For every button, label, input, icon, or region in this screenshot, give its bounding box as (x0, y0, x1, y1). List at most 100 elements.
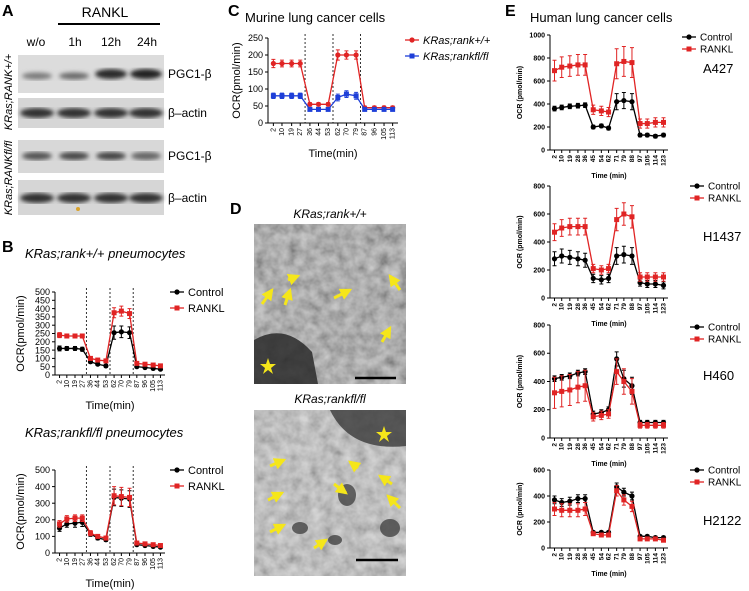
legend-label: RANKL (708, 478, 742, 489)
y-tick-label: 500 (35, 465, 50, 475)
data-point (575, 496, 581, 502)
data-point (614, 369, 620, 375)
legend-marker (409, 53, 415, 59)
data-point (552, 506, 558, 512)
data-point (652, 274, 658, 280)
data-point (325, 106, 331, 112)
line-chart: 0 50 100 150 200 250 2 10 19 27 36 44 53 62 70 79 87 96 10… (231, 10, 491, 160)
data-point (297, 93, 303, 99)
x-tick-label: 27 (79, 380, 86, 388)
x-tick-label: 28 (575, 553, 582, 561)
y-tick-label: 200 (35, 515, 50, 525)
data-point (660, 274, 666, 280)
legend-marker (409, 37, 415, 43)
x-tick-label: 87 (362, 128, 369, 136)
data-point (57, 332, 63, 338)
data-point (582, 224, 588, 230)
x-tick-label: 54 (598, 443, 605, 451)
y-tick-label: 0 (541, 435, 545, 442)
data-point (127, 311, 133, 317)
x-tick-label: 123 (660, 553, 667, 564)
x-tick-label: 54 (598, 155, 605, 163)
x-tick-label: 44 (95, 380, 102, 388)
data-point (103, 358, 109, 364)
genotype-label: KRas;RANKfl/fl (3, 140, 15, 215)
y-tick-label: 0 (45, 548, 50, 558)
data-point (343, 91, 349, 97)
data-point (567, 507, 573, 513)
y-tick-label: 0 (541, 295, 545, 302)
x-tick-label: 19 (567, 303, 574, 311)
protein-label: PGC1-β (168, 67, 212, 81)
chart-title: Human lung cancer cells (530, 10, 673, 25)
x-tick-label: 62 (335, 128, 342, 136)
legend-marker (694, 183, 700, 189)
data-point (614, 99, 620, 105)
chart-title: KRas;rank+/+ pneumocytes (25, 246, 186, 261)
data-point (72, 515, 78, 521)
data-point (56, 345, 63, 352)
y-tick-label: 400 (533, 493, 545, 500)
blot-bands (22, 152, 161, 160)
data-point (157, 543, 163, 549)
data-point (590, 107, 596, 113)
x-tick-label: 27 (79, 558, 86, 566)
y-tick-label: 250 (35, 329, 50, 339)
data-point (72, 333, 78, 339)
x-tick-label: 10 (64, 558, 71, 566)
x-tick-label: 113 (157, 558, 164, 569)
x-tick-label: 10 (559, 553, 566, 561)
x-tick-label: 105 (150, 380, 157, 392)
legend-label: Control (188, 465, 223, 477)
x-tick-label: 53 (103, 380, 110, 388)
lane-label: 24h (137, 35, 157, 49)
legend-marker (694, 479, 700, 485)
x-tick-label: 19 (289, 128, 296, 136)
x-tick-label: 45 (590, 443, 597, 451)
genotype-label: KRas;RANK+/+ (3, 53, 15, 130)
data-point (95, 361, 101, 367)
lane-label: 12h (101, 35, 121, 49)
x-tick-label: 96 (371, 128, 378, 136)
data-point (629, 493, 635, 499)
data-point (637, 422, 643, 428)
cell-line-label: H460 (703, 368, 734, 383)
data-point (621, 58, 627, 64)
data-point (57, 521, 63, 527)
y-tick-label: 200 (533, 519, 545, 526)
data-point (621, 379, 627, 384)
x-axis-label: Time (min) (591, 173, 626, 180)
y-tick-label: 100 (35, 354, 50, 364)
x-tick-label: 71 (614, 443, 621, 451)
x-tick-label: 28 (575, 443, 582, 451)
data-point (590, 275, 596, 281)
y-axis-label: OCR(pmol/min) (231, 42, 243, 118)
x-tick-label: 71 (614, 155, 621, 163)
data-point (551, 106, 558, 112)
arrows (260, 273, 402, 343)
data-point (362, 106, 368, 112)
data-point (307, 101, 313, 107)
y-tick-label: 350 (35, 312, 50, 322)
x-tick-label: 114 (652, 303, 659, 314)
data-point (582, 257, 588, 263)
x-tick-label: 105 (644, 443, 651, 454)
x-tick-label: 88 (629, 303, 636, 311)
x-tick-label: 54 (598, 553, 605, 561)
micrograph-title: KRas;rankfl/fl (294, 392, 366, 406)
data-point (644, 422, 650, 428)
blot-bands (20, 108, 163, 118)
data-point (614, 61, 620, 67)
x-tick-label: 2 (57, 558, 64, 562)
legend-marker (694, 324, 700, 330)
y-tick-label: 400 (533, 379, 545, 386)
data-point (134, 540, 140, 546)
y-tick-label: 200 (533, 407, 545, 414)
x-tick-label: 96 (142, 558, 149, 566)
data-point (606, 109, 612, 115)
data-point (606, 532, 612, 538)
y-tick-label: 400 (533, 239, 545, 246)
y-axis-label: OCR (pmol/min) (517, 215, 524, 268)
